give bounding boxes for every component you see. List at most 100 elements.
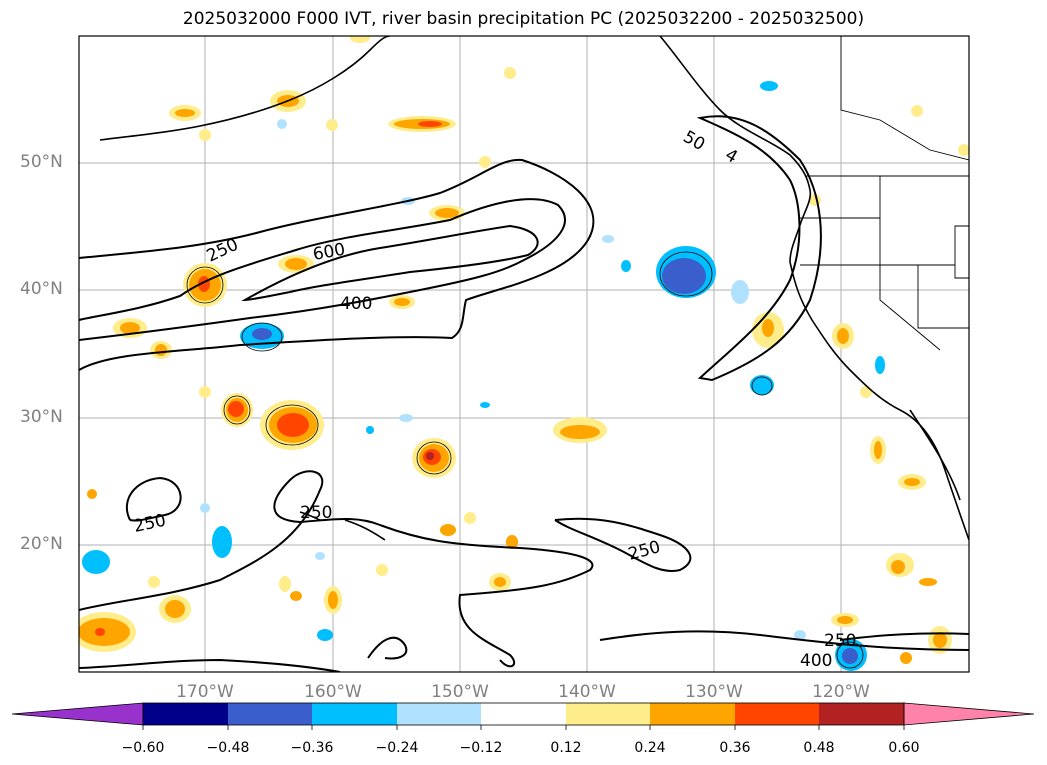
pos-blob [165, 600, 185, 618]
neg-blob [602, 235, 614, 243]
colorbar-tick-label: 0.48 [803, 740, 835, 756]
pos-blob [148, 576, 160, 588]
ivt-contour-250-se [839, 632, 969, 641]
pos-blob [426, 452, 434, 460]
pos-blob [464, 512, 476, 524]
colorbar-segment [735, 703, 819, 725]
colorbar-tick-label: −0.36 [290, 740, 334, 756]
colorbar-tick-label: 0.24 [634, 740, 666, 756]
pos-blob [328, 591, 338, 609]
colorbar-segment [566, 703, 650, 725]
canada-interior [840, 36, 969, 161]
colorbar-segment [819, 703, 904, 725]
colorbar-extend-right [903, 702, 1035, 726]
colorbar [11, 702, 1035, 730]
pos-blob [279, 576, 291, 592]
neg-blob [662, 258, 706, 294]
neg-blob [480, 402, 490, 408]
neg-blob [200, 503, 210, 513]
interior-border [954, 225, 969, 279]
pos-blob [837, 328, 849, 344]
colorbar-segment [312, 703, 397, 725]
pos-blob [440, 524, 456, 536]
pos-blob [418, 121, 442, 127]
ivt-contour-250-south-west [125, 476, 182, 522]
nv-ca-border [879, 265, 941, 351]
precip-outlines [186, 251, 864, 669]
neg-blob [366, 426, 374, 434]
neg-blob [760, 81, 778, 91]
baja [909, 409, 961, 501]
neg-blob [399, 414, 413, 422]
colorbar-tick-label: 0.60 [888, 740, 920, 756]
colorbar-tick-label: −0.24 [375, 740, 419, 756]
map-plot-area [79, 36, 969, 672]
lat-label: 30°N [20, 407, 63, 427]
map-title: 2025032000 F000 IVT, river basin precipi… [182, 9, 865, 29]
pos-blob [837, 616, 853, 624]
colorbar-segment [650, 703, 735, 725]
ivt-contours [79, 115, 969, 672]
ivt-contour-250-south-east [554, 517, 692, 572]
ivt-contour-250-south-mid [79, 470, 594, 668]
neg-blob [82, 550, 110, 574]
lat-label: 50°N [20, 152, 63, 172]
neg-blob [842, 648, 858, 664]
pos-blob [560, 425, 600, 439]
lat-label: 20°N [20, 534, 63, 554]
pos-blob [504, 67, 516, 79]
hawaii [299, 511, 386, 541]
pos-blob [919, 578, 937, 586]
colorbar-segment [143, 703, 228, 725]
contour-label: 250 [824, 631, 856, 651]
map-frame [78, 35, 970, 673]
pos-blob [479, 156, 491, 168]
neg-blob [750, 375, 774, 395]
us-coast [789, 261, 969, 541]
ivt-small-loop [367, 636, 408, 660]
pos-blob [95, 628, 105, 636]
pos-blob [285, 258, 307, 270]
neg-blob [252, 328, 272, 340]
political-borders [800, 36, 969, 351]
pos-blob [155, 344, 167, 356]
pos-blob [175, 109, 195, 117]
alaska-coast [99, 36, 391, 141]
pos-blob [120, 322, 140, 334]
neg-blob [277, 119, 287, 129]
pos-blob [376, 564, 388, 576]
pos-blob [228, 401, 244, 417]
lon-label: 150°W [431, 682, 489, 702]
pos-blob [891, 560, 905, 574]
ivt-contour-coastal [696, 115, 822, 382]
pos-blob [874, 441, 882, 459]
pos-blob [435, 208, 459, 218]
pos-blob [199, 386, 211, 398]
colorbar-segment [481, 703, 566, 725]
colorbar-segment [228, 703, 312, 725]
neg-blob [731, 280, 749, 304]
colorbar-extend-left [11, 702, 144, 726]
pos-blob [326, 119, 338, 131]
ivt-contour-400 [79, 198, 566, 341]
colorbar-tick-label: −0.12 [459, 740, 503, 756]
lon-label: 130°W [685, 682, 743, 702]
nv-ut-border [917, 265, 969, 329]
pos-blob [900, 652, 912, 664]
lon-label: 120°W [812, 682, 870, 702]
ivt-contour-250-main [79, 158, 595, 371]
pos-blob [911, 105, 923, 117]
neg-blob [875, 356, 885, 374]
ivt-contour-400-south [599, 630, 969, 651]
bc-coast [659, 36, 812, 263]
lon-label: 170°W [176, 682, 234, 702]
colorbar-tick-label: −0.48 [206, 740, 250, 756]
precip-anomaly-blobs [79, 36, 969, 671]
colorbar-tick-label: −0.60 [121, 740, 165, 756]
pos-blob [904, 478, 920, 486]
ivt-contour-250-bottom [79, 658, 341, 672]
lon-label: 140°W [558, 682, 616, 702]
neg-blob [315, 552, 325, 560]
pos-blob [762, 319, 774, 337]
